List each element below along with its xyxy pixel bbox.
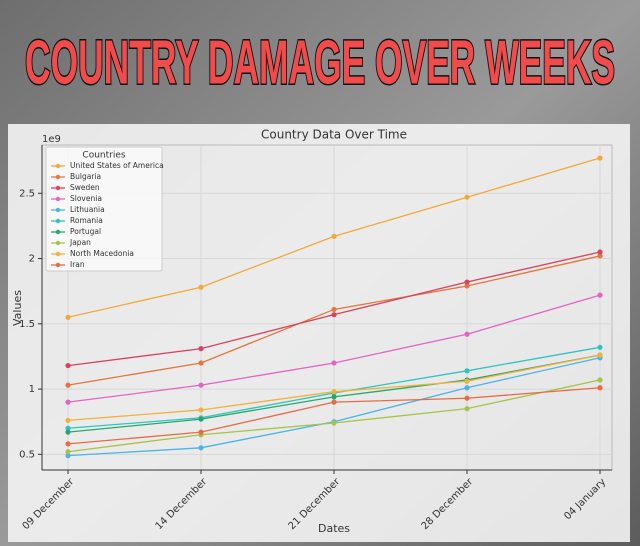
y-tick-label: 0.5 — [19, 449, 35, 460]
data-point — [597, 352, 603, 358]
data-point — [65, 429, 71, 435]
data-point — [198, 429, 204, 435]
legend-marker — [55, 240, 61, 246]
legend-label: Japan — [69, 238, 91, 247]
axis-offset: 1e9 — [42, 134, 61, 145]
data-point — [65, 441, 71, 447]
data-point — [597, 292, 603, 298]
data-point — [198, 284, 204, 290]
data-point — [597, 377, 603, 383]
data-point — [331, 233, 337, 239]
data-point — [597, 249, 603, 255]
legend-box — [45, 146, 163, 272]
data-point — [331, 360, 337, 366]
legend-label: North Macedonia — [70, 249, 134, 258]
data-point — [198, 382, 204, 388]
data-point — [464, 279, 470, 285]
data-point — [331, 312, 337, 318]
data-point — [464, 194, 470, 200]
data-point — [464, 283, 470, 289]
data-point — [597, 344, 603, 350]
legend-label: Lithuania — [70, 205, 105, 214]
data-point — [65, 362, 71, 369]
data-point — [198, 360, 204, 366]
legend-marker — [55, 262, 61, 268]
legend-label: Iran — [70, 260, 85, 269]
legend-marker — [55, 174, 61, 180]
data-point — [331, 306, 337, 313]
legend-label: Sweden — [70, 183, 100, 192]
data-point — [464, 378, 470, 384]
legend-label: Bulgaria — [70, 172, 101, 181]
data-point — [65, 449, 71, 455]
data-point — [597, 385, 603, 391]
data-point — [464, 385, 470, 391]
data-point — [198, 445, 204, 451]
data-point — [65, 453, 71, 459]
legend-title: Countries — [82, 151, 125, 161]
data-point — [198, 346, 204, 352]
legend-marker — [55, 218, 61, 224]
legend-marker — [55, 163, 61, 169]
legend-label: Romania — [70, 216, 103, 225]
data-point — [65, 425, 71, 431]
data-point — [198, 407, 204, 413]
data-point — [65, 417, 71, 424]
legend-marker — [55, 229, 61, 235]
data-point — [65, 399, 71, 405]
y-tick-label: 2 — [29, 254, 35, 265]
data-point — [464, 331, 470, 337]
data-point — [198, 416, 204, 422]
legend-label: Portugal — [70, 227, 101, 236]
y-tick-label: 1 — [29, 384, 35, 395]
legend-label: Slovenia — [70, 194, 102, 203]
data-point — [597, 155, 603, 161]
legend-marker — [55, 196, 61, 202]
data-point — [331, 389, 337, 395]
y-axis-label: Values — [11, 290, 24, 326]
data-point — [331, 394, 337, 400]
x-axis-label: Dates — [318, 522, 350, 535]
y-tick-label: 1.5 — [19, 319, 35, 330]
legend-marker — [55, 207, 61, 213]
chart-title: Country Data Over Time — [261, 128, 407, 142]
data-point — [331, 420, 337, 426]
headline: COUNTRY DAMAGE OVER WEEKS — [25, 28, 615, 97]
data-point — [464, 395, 470, 401]
legend-marker — [55, 185, 61, 191]
data-point — [464, 368, 470, 374]
legend-label: United States of America — [70, 161, 164, 170]
y-tick-label: 2.5 — [19, 188, 35, 199]
data-point — [597, 253, 603, 259]
data-point — [65, 314, 71, 320]
data-point — [65, 382, 71, 388]
data-point — [464, 406, 470, 412]
data-point — [331, 399, 337, 405]
legend-marker — [55, 251, 61, 257]
